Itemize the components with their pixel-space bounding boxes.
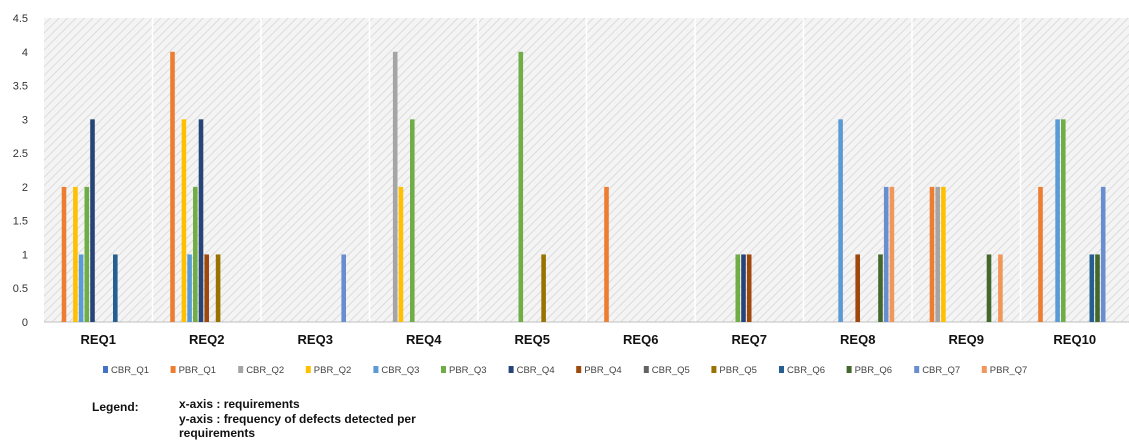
bar-pbr-q3-req2 (193, 186, 198, 322)
legend-swatch-pbr-q5 (711, 366, 717, 373)
bar-pbr-q4-req2 (204, 254, 209, 322)
legend-label-cbr-q4: CBR_Q4 (517, 365, 555, 376)
y-tick-label: 4 (22, 47, 28, 59)
legend-swatch-pbr-q1 (170, 366, 176, 373)
category-label-req1: REQ1 (81, 332, 116, 347)
bar-pbr-q6-req8 (878, 254, 883, 322)
bar-cbr-q4-req2 (198, 119, 204, 322)
y-tick-label: 3 (22, 114, 28, 126)
legend-label-cbr-q5: CBR_Q5 (652, 365, 690, 376)
bar-cbr-q2-req4 (392, 51, 398, 323)
legend-swatch-cbr-q6 (779, 366, 784, 373)
legend-label-cbr-q1: CBR_Q1 (111, 365, 149, 376)
legend-label-pbr-q5: PBR_Q5 (719, 365, 757, 376)
bar-pbr-q1-req10 (1038, 186, 1043, 322)
y-axis-note-line1: y-axis : frequency of defects detected p… (179, 412, 416, 426)
y-axis-note-line2: requirements (179, 426, 256, 440)
y-tick-label: 1.5 (13, 216, 28, 228)
category-label-req9: REQ9 (949, 332, 984, 347)
bar-pbr-q3-req7 (735, 254, 741, 322)
bar-cbr-q7-req8 (883, 186, 889, 322)
category-label-req8: REQ8 (840, 332, 875, 347)
bar-pbr-q3-req10 (1061, 119, 1066, 322)
y-tick-label: 0.5 (13, 283, 28, 295)
category-label-req3: REQ3 (298, 332, 333, 347)
bar-pbr-q6-req9 (986, 254, 992, 322)
legend-swatch-pbr-q2 (305, 366, 311, 373)
legend-label-cbr-q6: CBR_Q6 (787, 365, 825, 376)
bar-cbr-q6-req10 (1089, 254, 1095, 322)
bar-pbr-q2-req4 (398, 186, 404, 322)
y-tick-label: 2 (22, 182, 28, 194)
y-tick-label: 2.5 (13, 148, 28, 160)
bar-pbr-q1-req9 (929, 186, 935, 322)
bar-pbr-q1-req1 (61, 186, 67, 322)
bar-pbr-q5-req5 (541, 254, 546, 322)
legend-label-cbr-q3: CBR_Q3 (381, 365, 419, 376)
y-tick-label: 0 (22, 317, 28, 329)
legend-swatch-pbr-q3 (441, 366, 446, 373)
legend-swatch-cbr-q1 (103, 366, 108, 373)
y-tick-label: 4.5 (13, 13, 28, 25)
bar-cbr-q3-req1 (78, 254, 84, 322)
legend-label: Legend: (92, 400, 139, 414)
y-tick-label: 1 (22, 249, 28, 261)
y-tick-label: 3.5 (13, 81, 28, 93)
bar-pbr-q1-req6 (604, 186, 609, 322)
legend-label-pbr-q3: PBR_Q3 (449, 365, 487, 376)
legend-swatch-cbr-q3 (373, 366, 379, 373)
legend-label-pbr-q6: PBR_Q6 (855, 365, 893, 376)
bar-pbr-q1-req2 (170, 51, 175, 323)
category-label-req2: REQ2 (189, 332, 224, 347)
category-label-req10: REQ10 (1053, 332, 1096, 347)
category-label-req5: REQ5 (515, 332, 550, 347)
bar-pbr-q4-req7 (746, 254, 752, 322)
legend-swatch-pbr-q7 (981, 366, 987, 373)
category-label-req4: REQ4 (406, 332, 442, 347)
bar-pbr-q4-req8 (855, 254, 860, 322)
bar-cbr-q7-req3 (341, 254, 346, 322)
bar-pbr-q3-req5 (518, 51, 524, 323)
bar-pbr-q2-req9 (941, 186, 946, 322)
bar-cbr-q4-req1 (90, 119, 95, 322)
bar-pbr-q3-req1 (84, 186, 90, 322)
bar-pbr-q2-req2 (181, 119, 187, 322)
legend-swatch-pbr-q6 (846, 366, 852, 373)
bar-cbr-q6-req1 (113, 254, 118, 322)
legend-label-cbr-q7: CBR_Q7 (922, 365, 960, 376)
category-label-req6: REQ6 (623, 332, 658, 347)
x-axis-note: x-axis : requirements (179, 397, 300, 411)
bar-pbr-q7-req9 (998, 254, 1003, 322)
bar-cbr-q4-req7 (741, 254, 746, 322)
bar-cbr-q7-req10 (1100, 186, 1106, 322)
legend-label-pbr-q1: PBR_Q1 (179, 365, 217, 376)
bar-cbr-q3-req8 (838, 119, 843, 322)
legend-swatch-cbr-q5 (643, 366, 649, 373)
bar-pbr-q7-req8 (889, 186, 895, 322)
bar-cbr-q3-req10 (1055, 119, 1060, 322)
legend-swatch-pbr-q4 (576, 366, 582, 373)
bar-chart: 0 0.5 1 1.5 2 2.5 3 3.5 4 4.5 REQ1 REQ2 REQ3 REQ4 REQ… (13, 13, 1129, 376)
bar-pbr-q2-req1 (73, 186, 78, 322)
bar-cbr-q2-req9 (935, 186, 940, 322)
legend-label-pbr-q2: PBR_Q2 (314, 365, 352, 376)
legend-label-pbr-q4: PBR_Q4 (584, 365, 622, 376)
bar-pbr-q5-req2 (215, 254, 221, 322)
legend-label-cbr-q2: CBR_Q2 (246, 365, 284, 376)
bar-pbr-q6-req10 (1095, 254, 1100, 322)
category-label-req7: REQ7 (732, 332, 767, 347)
legend-swatch-cbr-q7 (914, 366, 920, 373)
legend-label-pbr-q7: PBR_Q7 (990, 365, 1028, 376)
bar-cbr-q3-req2 (187, 254, 192, 322)
bar-pbr-q3-req4 (410, 119, 415, 322)
legend-swatch-cbr-q2 (238, 366, 244, 373)
legend-swatch-cbr-q4 (508, 366, 514, 373)
